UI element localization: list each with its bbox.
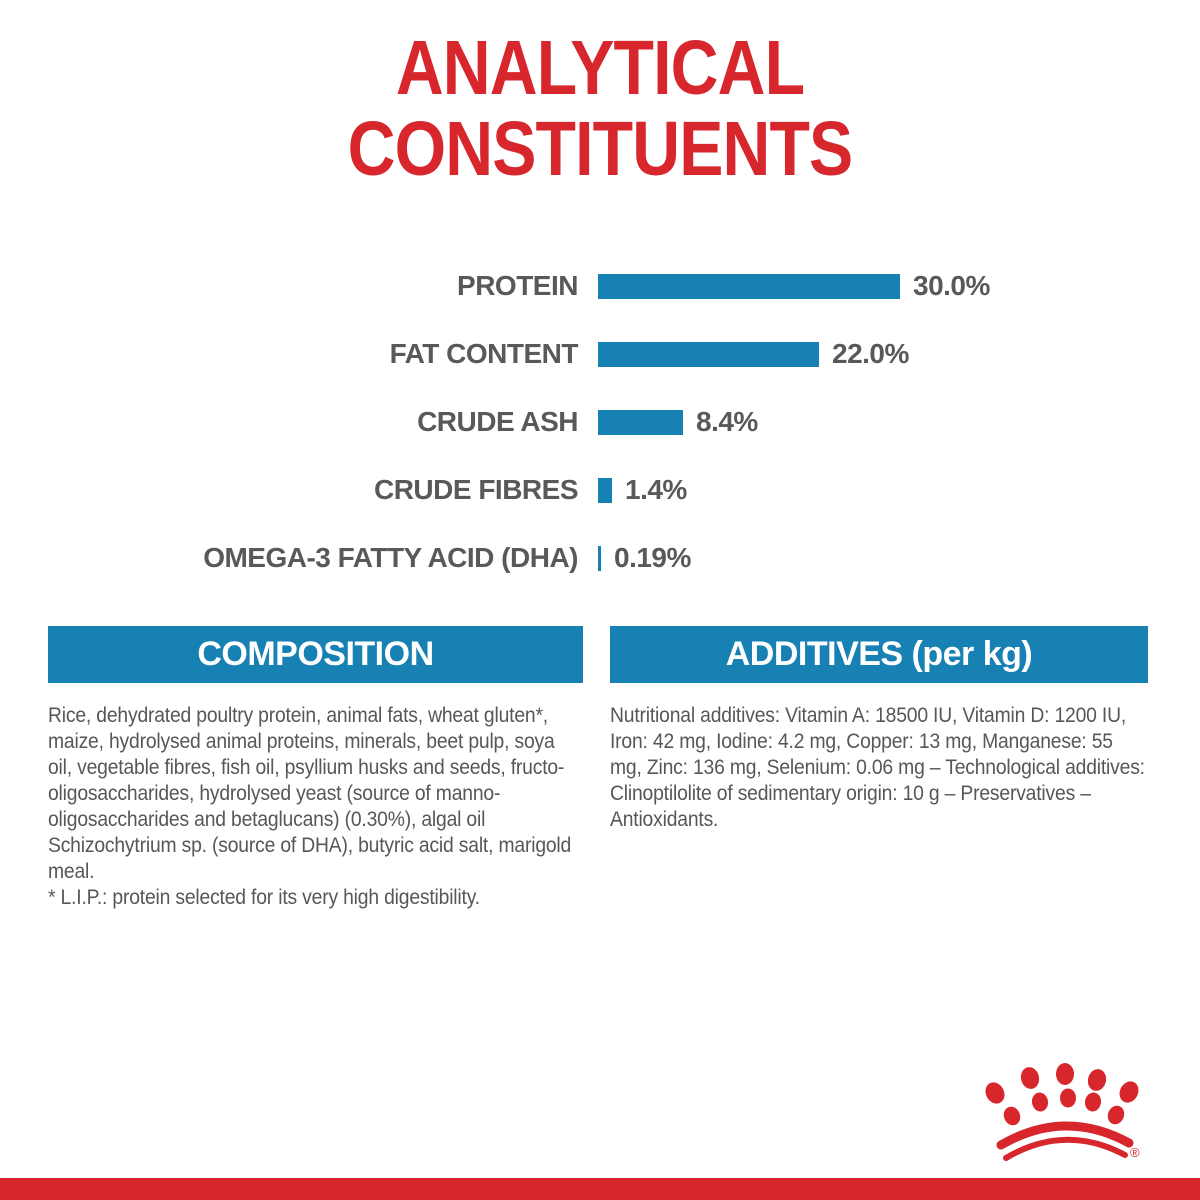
registered-trademark-icon: ®	[1130, 1145, 1140, 1160]
constituent-label: FAT CONTENT	[389, 338, 579, 369]
page-title-line2: CONSTITUENTS	[347, 106, 854, 192]
additives-section: ADDITIVES (per kg) Nutritional additives…	[610, 626, 1148, 833]
chart-row: CRUDE ASH 8.4%	[30, 388, 1180, 456]
composition-header: COMPOSITION	[48, 626, 583, 683]
composition-text: Rice, dehydrated poultry protein, animal…	[48, 704, 572, 883]
constituent-value: 0.19%	[614, 542, 691, 573]
page-title-line1: ANALYTICAL	[395, 25, 805, 111]
constituent-label: CRUDE ASH	[417, 406, 578, 437]
royal-canin-crown-logo: ®	[985, 1063, 1140, 1161]
constituent-value: 30.0%	[913, 270, 990, 301]
constituent-label: OMEGA-3 FATTY ACID (DHA)	[203, 542, 578, 573]
chart-row: PROTEIN 30.0%	[30, 252, 1180, 320]
constituent-bar	[598, 545, 601, 571]
constituent-label: CRUDE FIBRES	[373, 474, 579, 505]
page-title: ANALYTICAL CONSTITUENTS	[84, 28, 1116, 190]
crown-arcs	[996, 1121, 1134, 1161]
constituent-value: 1.4%	[625, 474, 687, 505]
composition-footnote: * L.I.P.: protein selected for its very …	[48, 886, 480, 909]
constituents-chart: PROTEIN 30.0% FAT CONTENT 22.0% CRUDE ASH 8.4…	[30, 252, 1180, 592]
additives-body: Nutritional additives: Vitamin A: 18500 …	[610, 703, 1148, 833]
additives-text: Nutritional additives: Vitamin A: 18500 …	[610, 704, 1145, 831]
bottom-red-band	[0, 1178, 1200, 1200]
constituent-value: 22.0%	[832, 338, 909, 369]
constituent-bar	[598, 477, 612, 503]
additives-header: ADDITIVES (per kg)	[610, 626, 1148, 683]
constituent-bar	[598, 273, 900, 299]
constituent-bar	[598, 341, 819, 367]
chart-row: OMEGA-3 FATTY ACID (DHA) 0.19%	[30, 524, 1180, 592]
chart-row: FAT CONTENT 22.0%	[30, 320, 1180, 388]
composition-section: COMPOSITION Rice, dehydrated poultry pro…	[48, 626, 583, 911]
constituent-label: PROTEIN	[457, 270, 578, 301]
composition-body: Rice, dehydrated poultry protein, animal…	[48, 703, 583, 911]
crown-dots	[985, 1063, 1139, 1126]
constituent-value: 8.4%	[696, 406, 758, 437]
chart-row: CRUDE FIBRES 1.4%	[30, 456, 1180, 524]
constituent-bar	[598, 409, 683, 435]
